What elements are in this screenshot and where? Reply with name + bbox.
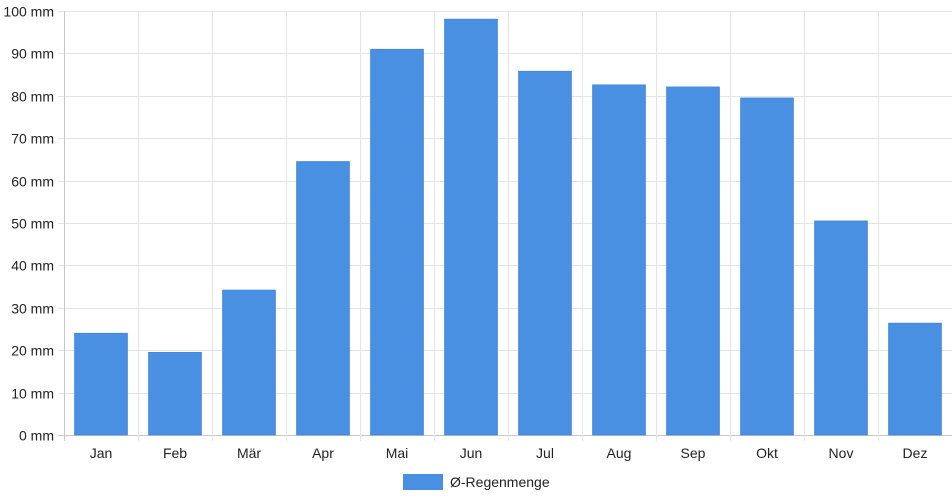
x-tick-label: Feb	[163, 445, 187, 461]
legend-swatch	[403, 474, 443, 490]
bar-jan[interactable]	[74, 332, 128, 436]
bar-okt[interactable]	[740, 97, 794, 436]
bar-sep[interactable]	[666, 86, 720, 436]
y-tick-label: 60 mm	[11, 174, 54, 190]
x-tick-label: Jul	[536, 445, 554, 461]
bar-aug[interactable]	[592, 84, 646, 436]
y-tick-label: 50 mm	[11, 216, 54, 232]
legend-label: Ø-Regenmenge	[450, 474, 550, 490]
y-tick-label: 20 mm	[11, 343, 54, 359]
y-tick-label: 0 mm	[19, 428, 54, 444]
bar-jul[interactable]	[518, 70, 572, 436]
y-tick-label: 90 mm	[11, 46, 54, 62]
bar-nov[interactable]	[814, 220, 868, 436]
x-tick-label: Jun	[460, 445, 483, 461]
bar-apr[interactable]	[296, 161, 350, 436]
y-tick-label: 80 mm	[11, 89, 54, 105]
x-tick-label: Aug	[607, 445, 632, 461]
x-tick-label: Sep	[681, 445, 706, 461]
x-tick-label: Apr	[312, 445, 334, 461]
y-tick-label: 10 mm	[11, 386, 54, 402]
bars	[74, 18, 942, 436]
x-tick-label: Dez	[903, 445, 928, 461]
x-tick-label: Mai	[386, 445, 409, 461]
y-tick-label: 30 mm	[11, 301, 54, 317]
y-tick-label: 70 mm	[11, 131, 54, 147]
y-tick-label: 40 mm	[11, 258, 54, 274]
bar-mai[interactable]	[370, 48, 424, 436]
x-tick-label: Nov	[829, 445, 854, 461]
bar-jun[interactable]	[444, 18, 498, 436]
grid-lines	[58, 11, 952, 441]
y-axis-ticks: 0 mm 10 mm 20 mm 30 mm 40 mm 50 mm 60 mm 70 mm 8…	[3, 4, 54, 444]
x-tick-label: Okt	[756, 445, 778, 461]
x-tick-label: Jan	[90, 445, 113, 461]
bar-dez[interactable]	[888, 322, 942, 436]
y-tick-label: 100 mm	[3, 4, 54, 20]
legend[interactable]: Ø-Regenmenge	[403, 474, 550, 490]
bar-mär[interactable]	[222, 289, 276, 436]
x-tick-label: Mär	[237, 445, 261, 461]
x-axis-ticks: Jan Feb Mär Apr Mai Jun Jul Aug Sep Okt Nov Dez	[90, 445, 928, 461]
bar-feb[interactable]	[148, 351, 202, 436]
